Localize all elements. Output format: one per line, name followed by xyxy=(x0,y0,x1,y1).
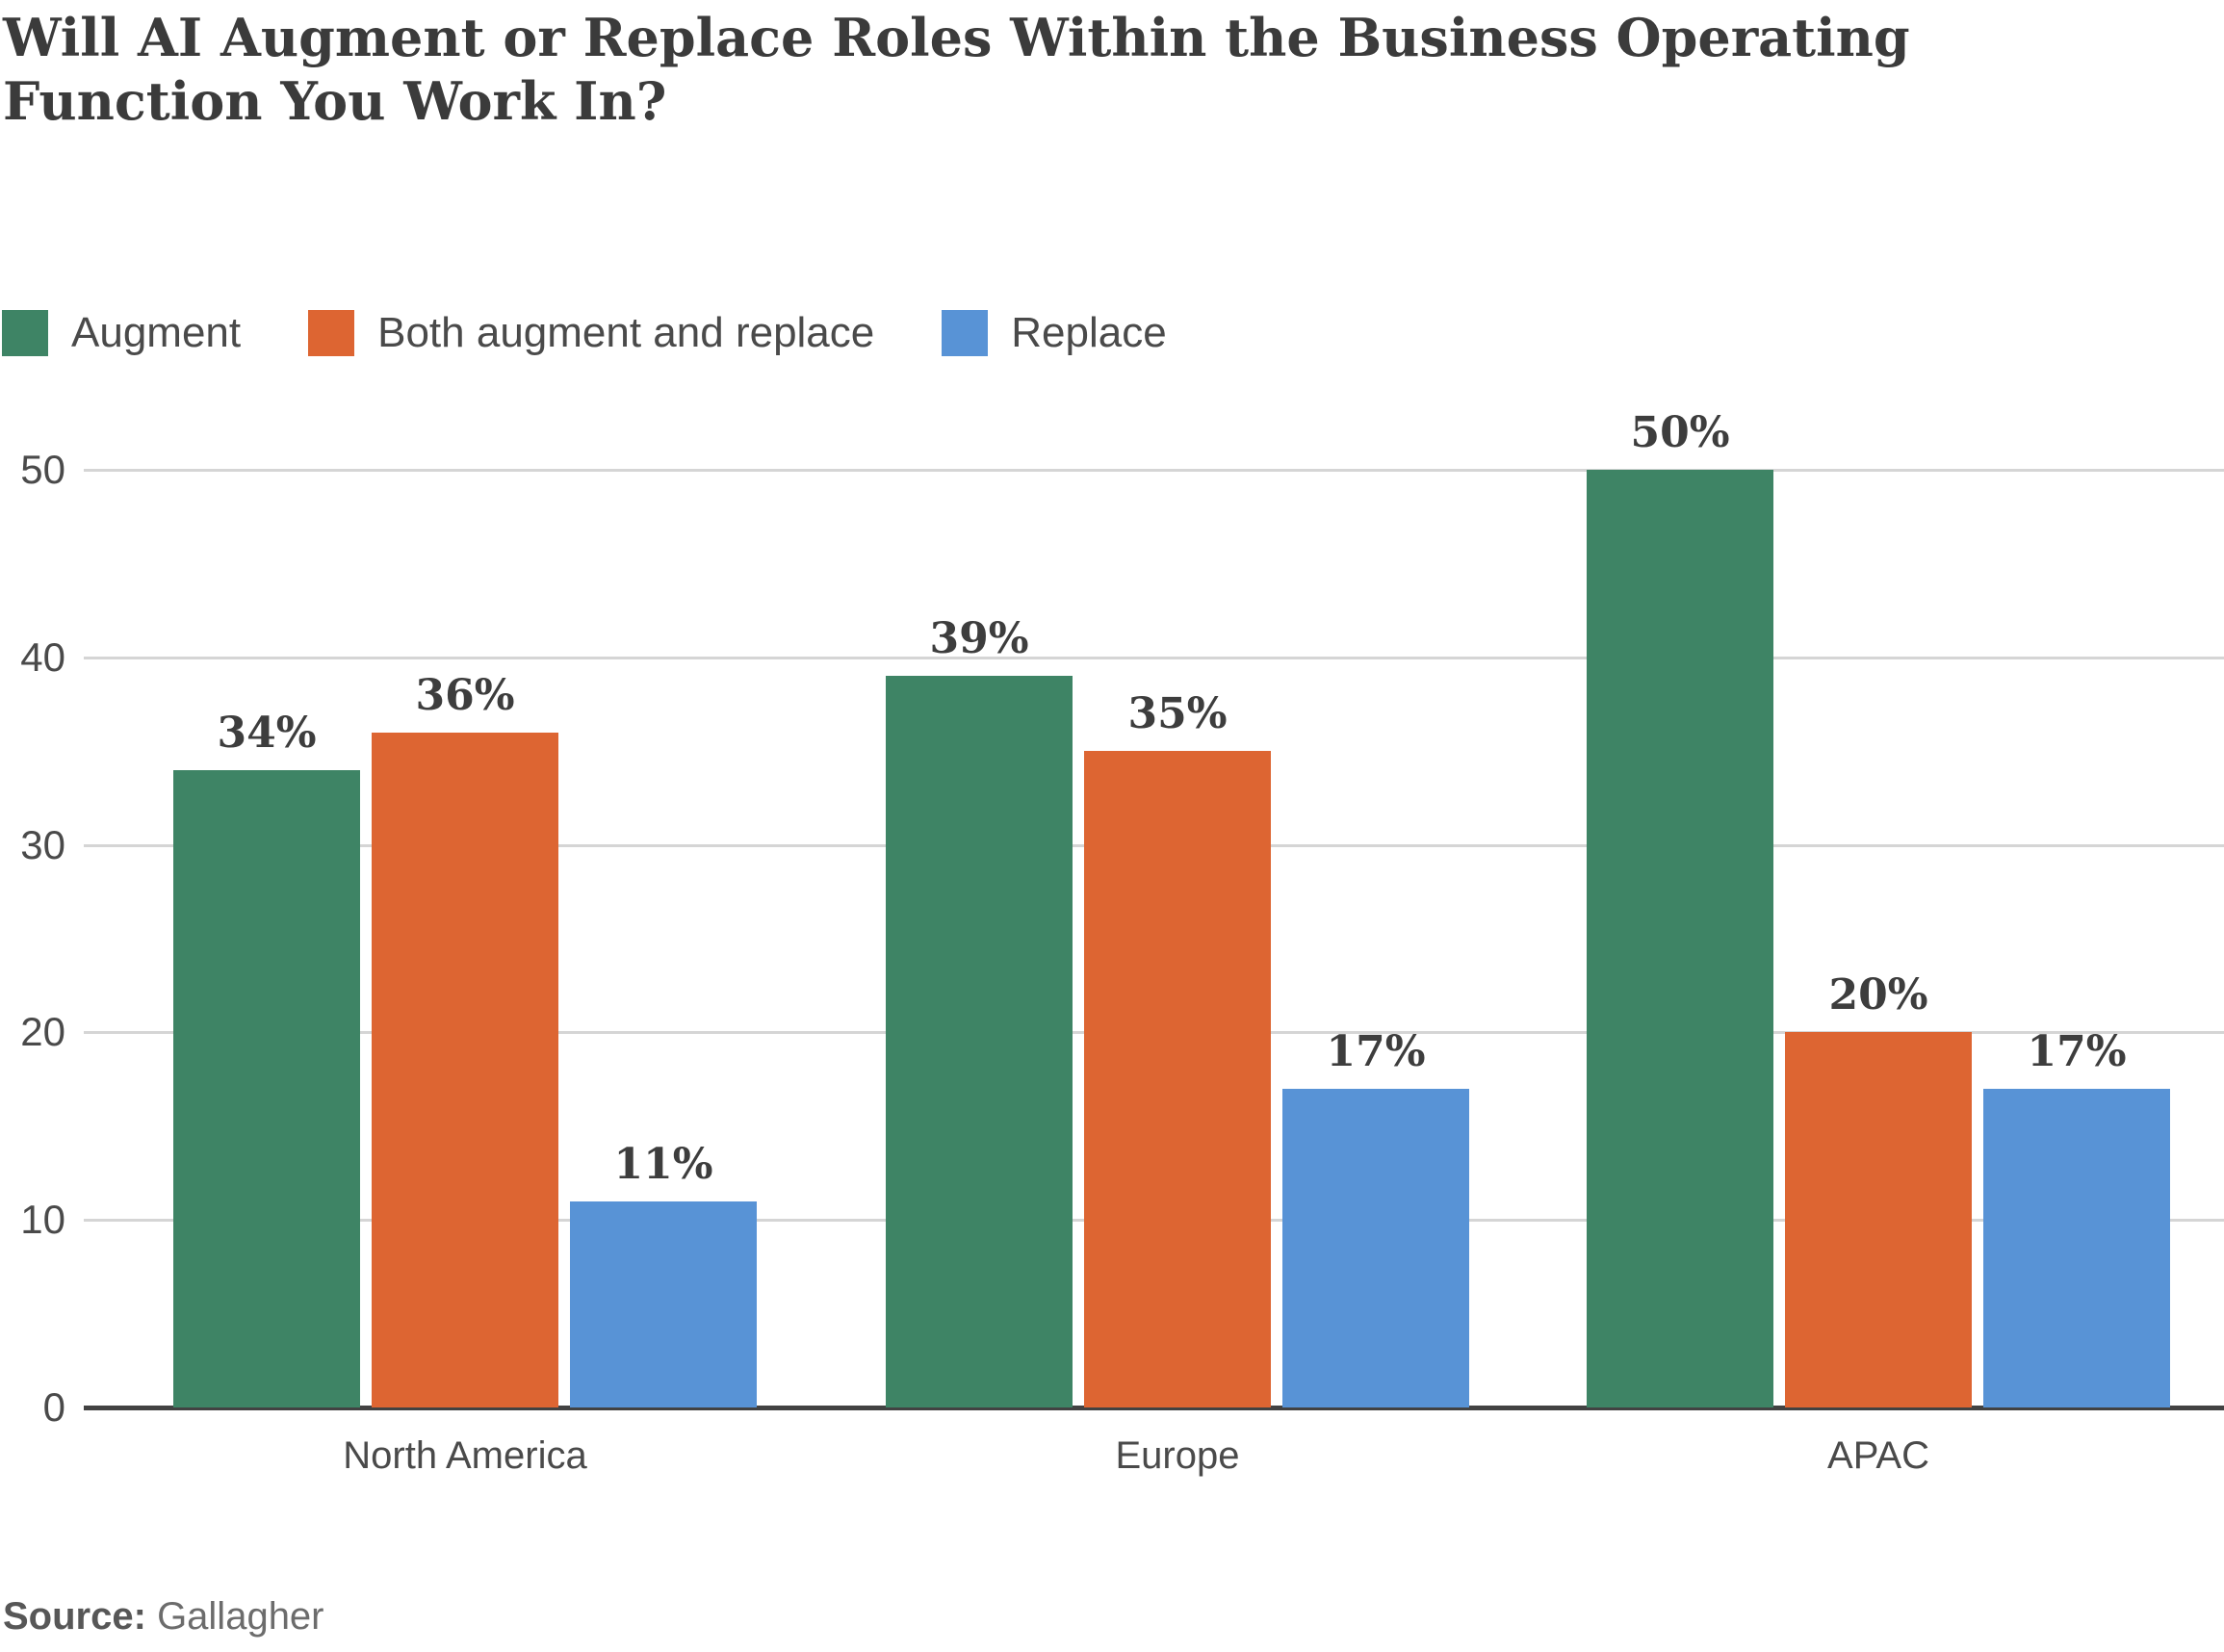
chart-title-line-1: Will AI Augment or Replace Roles Within … xyxy=(3,7,1910,68)
chart-title: Will AI Augment or Replace Roles Within … xyxy=(3,6,1910,133)
x-category-label-north-america: North America xyxy=(343,1434,587,1477)
y-tick-label-30: 30 xyxy=(20,821,65,867)
y-tick-label-0: 0 xyxy=(42,1384,65,1430)
bar-value-label-augment-apac: 50% xyxy=(1630,408,1730,457)
chart-title-line-2: Function You Work In? xyxy=(3,70,667,132)
legend-swatch-replace xyxy=(942,310,989,356)
bar-both-augment-and-replace-europe[interactable] xyxy=(1084,751,1271,1407)
bar-augment-north-america[interactable] xyxy=(173,769,360,1407)
x-category-label-apac: APAC xyxy=(1827,1434,1929,1477)
bar-both-augment-and-replace-north-america[interactable] xyxy=(372,732,558,1407)
source-label: Source: xyxy=(3,1595,146,1638)
bar-replace-apac[interactable] xyxy=(1983,1088,2170,1407)
gridline-40 xyxy=(84,656,2224,659)
legend: Augment Both augment and replace Replace xyxy=(2,310,1167,356)
legend-swatch-augment xyxy=(2,310,48,356)
y-tick-label-50: 50 xyxy=(20,447,65,492)
y-tick-label-10: 10 xyxy=(20,1197,65,1243)
y-tick-label-20: 20 xyxy=(20,1009,65,1055)
legend-label-both-augment-and-replace: Both augment and replace xyxy=(377,309,875,356)
bar-augment-europe[interactable] xyxy=(886,676,1073,1407)
source-text: Gallagher xyxy=(157,1595,324,1638)
legend-item-replace: Replace xyxy=(942,309,1167,356)
bar-value-label-replace-apac: 17% xyxy=(2027,1026,2127,1076)
bar-value-label-replace-north-america: 11% xyxy=(613,1139,713,1189)
bar-replace-europe[interactable] xyxy=(1282,1088,1469,1407)
bar-augment-apac[interactable] xyxy=(1587,470,1773,1407)
bar-value-label-replace-europe: 17% xyxy=(1326,1026,1426,1076)
y-tick-label-40: 40 xyxy=(20,633,65,680)
legend-item-augment: Augment xyxy=(2,310,241,356)
x-category-label-europe: Europe xyxy=(1115,1434,1240,1477)
bar-both-augment-and-replace-apac[interactable] xyxy=(1785,1032,1972,1407)
bar-value-label-both-augment-and-replace-apac: 20% xyxy=(1828,970,1928,1020)
source-line: Source: Gallagher xyxy=(3,1594,324,1639)
x-axis-line xyxy=(84,1406,2224,1410)
bar-value-label-both-augment-and-replace-europe: 35% xyxy=(1127,689,1228,739)
legend-swatch-both-augment-and-replace xyxy=(308,310,355,356)
bar-value-label-both-augment-and-replace-north-america: 36% xyxy=(415,670,515,720)
legend-item-both-augment-and-replace: Both augment and replace xyxy=(308,310,874,356)
legend-label-augment: Augment xyxy=(71,309,242,356)
gridline-50 xyxy=(84,469,2224,472)
legend-label-replace: Replace xyxy=(1011,309,1167,356)
bar-replace-north-america[interactable] xyxy=(570,1200,757,1407)
bar-value-label-augment-europe: 39% xyxy=(929,614,1029,664)
bar-value-label-augment-north-america: 34% xyxy=(217,708,317,758)
